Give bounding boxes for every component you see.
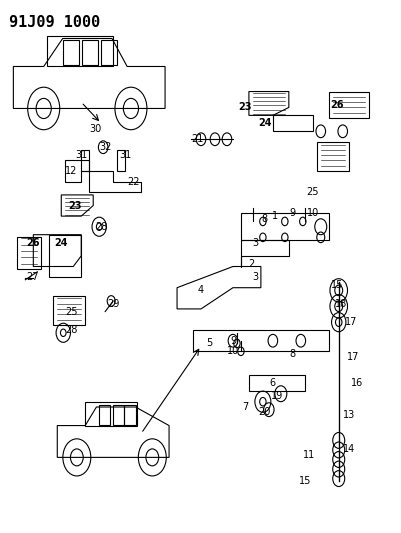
Text: 1: 1: [271, 211, 277, 221]
Text: 21: 21: [190, 134, 203, 144]
Bar: [53, 296, 85, 325]
Text: 19: 19: [270, 391, 282, 401]
Text: 22: 22: [127, 176, 139, 187]
Text: 8: 8: [289, 349, 295, 359]
Text: 29: 29: [107, 298, 119, 309]
Text: 30: 30: [89, 124, 101, 134]
Text: 25: 25: [65, 306, 77, 317]
Text: 15: 15: [298, 477, 310, 486]
Text: 28: 28: [65, 325, 77, 335]
Text: 26: 26: [26, 238, 40, 248]
Text: 10: 10: [306, 208, 318, 219]
Text: 9: 9: [229, 336, 235, 346]
Text: 11: 11: [302, 450, 314, 460]
Bar: [316, 142, 348, 171]
Text: 2: 2: [247, 259, 253, 269]
Text: 3: 3: [251, 238, 257, 248]
Text: 15: 15: [330, 280, 342, 290]
Text: 13: 13: [342, 410, 354, 420]
Text: 12: 12: [65, 166, 77, 176]
Text: 26: 26: [329, 100, 342, 110]
Text: 24: 24: [257, 118, 271, 128]
Text: 3: 3: [251, 272, 257, 282]
Text: 91J09 1000: 91J09 1000: [9, 14, 100, 30]
Text: 14: 14: [342, 445, 354, 455]
Text: 10: 10: [226, 346, 239, 357]
Text: 18: 18: [334, 298, 346, 309]
Text: 4: 4: [197, 285, 204, 295]
Text: 5: 5: [205, 338, 212, 349]
Text: 7: 7: [241, 402, 247, 412]
Text: 27: 27: [26, 272, 38, 282]
Text: 23: 23: [237, 102, 251, 112]
Text: 25: 25: [306, 187, 318, 197]
Text: 23: 23: [68, 200, 82, 211]
Text: 20: 20: [258, 407, 270, 417]
Text: 28: 28: [95, 222, 107, 232]
Text: 9: 9: [289, 208, 295, 219]
Text: 16: 16: [350, 378, 362, 388]
Text: 31: 31: [119, 150, 131, 160]
Text: 31: 31: [75, 150, 87, 160]
Text: 17: 17: [344, 317, 356, 327]
Text: 24: 24: [55, 238, 68, 248]
Text: 6: 6: [269, 378, 275, 388]
Text: 8: 8: [261, 214, 267, 224]
Text: 32: 32: [99, 142, 111, 152]
Text: 17: 17: [346, 352, 358, 361]
